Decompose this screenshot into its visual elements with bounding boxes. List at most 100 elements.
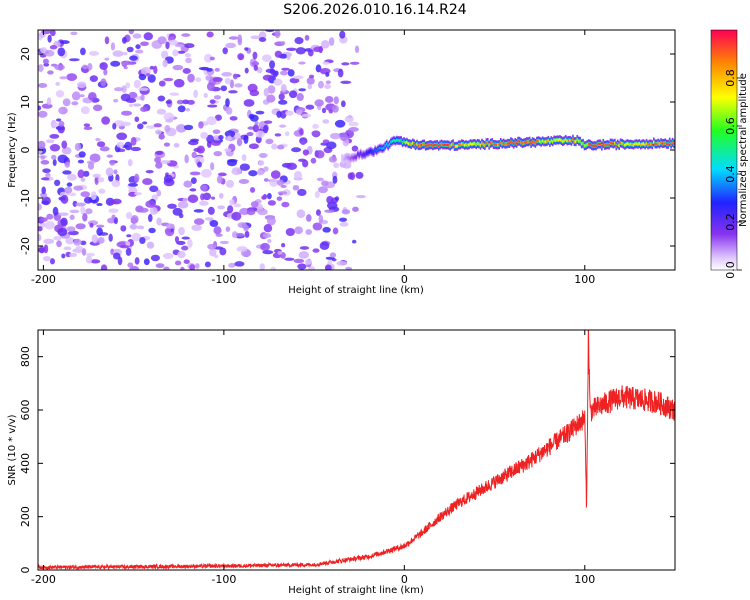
heatmap-noise-cell — [234, 83, 243, 88]
heatmap-noise-cell — [276, 144, 285, 150]
heatmap-noise-cell — [104, 57, 110, 61]
heatmap-noise-cell — [65, 237, 75, 245]
heatmap-noise-cell — [164, 125, 171, 133]
heatmap-ridge-peak — [427, 144, 430, 147]
heatmap-ridge-peak — [603, 144, 606, 147]
heatmap-noise-cell — [342, 161, 352, 169]
heatmap-noise-cell — [156, 217, 162, 226]
heatmap-ridge-peak — [417, 144, 420, 147]
heatmap-noise-cell — [312, 222, 323, 231]
heatmap-ridge-peak — [667, 143, 670, 146]
heatmap-noise-cell — [177, 50, 186, 54]
heatmap-ridge-peak — [527, 140, 529, 143]
heatmap-noise-cell — [80, 206, 86, 215]
heatmap-noise-cell — [201, 168, 212, 178]
heatmap-ridge-peak — [562, 140, 564, 143]
heatmap-noise-cell — [165, 41, 170, 50]
heatmap-noise-cell — [251, 61, 260, 66]
heatmap-noise-cell — [135, 49, 144, 54]
heatmap-noise-cell — [339, 217, 348, 222]
heatmap-noise-cell — [276, 179, 284, 186]
heatmap-noise-cell — [190, 138, 200, 142]
heatmap-ridge-peak — [406, 141, 408, 144]
heatmap-noise-cell — [259, 263, 265, 270]
heatmap-ridge-peak — [460, 142, 463, 146]
heatmap-noise-cell — [271, 143, 278, 150]
heatmap-ridge-cell — [348, 156, 350, 160]
heatmap-noise-cell — [217, 205, 225, 210]
heatmap-noise-cell — [244, 67, 249, 74]
heatmap-ridge-peak — [673, 142, 675, 145]
heatmap-ridge-peak — [442, 143, 444, 147]
heatmap-ridge-cell — [359, 151, 362, 155]
colorbar-label: Normalized spectral amplitude — [738, 73, 749, 227]
heatmap-noise-cell — [224, 148, 232, 152]
heatmap-ridge-peak — [573, 140, 576, 143]
heatmap-noise-cell — [54, 64, 65, 71]
heatmap-noise-cell — [314, 190, 320, 199]
heatmap-noise-cell — [162, 59, 168, 68]
heatmap-ridge-peak — [413, 142, 415, 146]
heatmap-noise-cell — [261, 195, 267, 200]
heatmap-noise-cell — [71, 101, 79, 106]
heatmap-noise-cell — [138, 87, 149, 92]
heatmap-noise-cell — [128, 91, 138, 99]
heatmap-noise-cell — [143, 258, 150, 266]
heatmap-ridge-peak — [485, 141, 488, 145]
heatmap-noise-cell — [278, 99, 288, 105]
heatmap-noise-cell — [116, 132, 128, 141]
heatmap-noise-cell — [300, 140, 306, 146]
heatmap-noise-cell — [174, 236, 180, 243]
heatmap-noise-cell — [334, 196, 340, 201]
heatmap-ridge-cell — [388, 143, 391, 146]
heatmap-noise-cell — [351, 239, 357, 244]
heatmap-ridge-peak — [595, 144, 597, 148]
heatmap-ridge-peak — [462, 143, 465, 146]
heatmap-ridge-cell — [398, 139, 401, 142]
heatmap-noise-cell — [355, 171, 364, 179]
heatmap-noise-cell — [154, 156, 162, 164]
heatmap-ridge-peak — [504, 142, 506, 146]
heatmap-noise-cell — [252, 124, 260, 133]
heatmap-noise-cell — [219, 247, 227, 256]
heatmap-noise-cell — [222, 47, 228, 55]
heatmap-noise-cell — [41, 177, 50, 181]
heatmap-noise-cell — [85, 252, 95, 257]
heatmap-noise-cell — [334, 119, 346, 128]
heatmap-noise-cell — [160, 50, 169, 59]
heatmap-noise-cell — [56, 240, 62, 248]
heatmap-noise-cell — [177, 105, 186, 113]
heatmap-noise-cell — [324, 209, 335, 213]
heatmap-noise-cell — [162, 266, 170, 270]
heatmap-ridge-peak — [648, 142, 651, 146]
heatmap-noise-cell — [341, 209, 351, 215]
heatmap-ridge-peak — [641, 142, 644, 146]
heatmap-noise-cell — [80, 47, 86, 56]
heatmap-noise-cell — [119, 245, 130, 249]
heatmap-noise-cell — [131, 232, 142, 242]
heatmap-noise-cell — [328, 156, 338, 163]
heatmap-noise-cell — [207, 206, 215, 215]
heatmap-noise-cell — [42, 168, 51, 173]
heatmap-noise-cell — [308, 265, 316, 270]
heatmap-noise-cell — [69, 214, 75, 220]
heatmap-noise-cell — [263, 124, 269, 134]
heatmap-noise-cell — [38, 105, 42, 111]
heatmap-noise-cell — [235, 232, 245, 237]
heatmap-noise-cell — [258, 37, 267, 42]
heatmap-noise-cell — [278, 93, 285, 101]
colorbar-tick-label: 0.4 — [724, 165, 737, 183]
heatmap-ridge-cell — [393, 139, 395, 142]
heatmap-noise-cell — [85, 255, 93, 264]
heatmap-ridge-cell — [577, 139, 580, 143]
heatmap-noise-cell — [295, 109, 303, 115]
heatmap-noise-cell — [206, 134, 214, 144]
heatmap-noise-cell — [322, 61, 330, 65]
heatmap-noise-cell — [49, 258, 56, 265]
heatmap-noise-cell — [129, 223, 138, 230]
heatmap-noise-cell — [262, 74, 273, 81]
heatmap-ridge-peak — [601, 144, 603, 148]
heatmap-noise-cell — [155, 263, 165, 269]
heatmap-noise-cell — [87, 162, 95, 170]
heatmap-noise-cell — [52, 159, 57, 166]
